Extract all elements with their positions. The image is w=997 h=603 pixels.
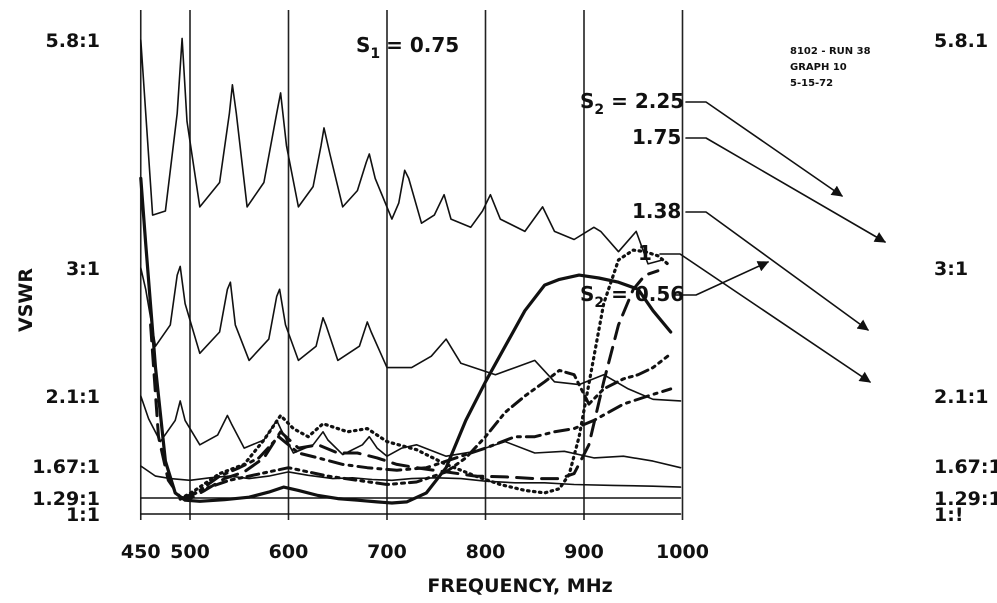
leader-arrow-1 [685,101,843,197]
series-label-2: 1.75 [632,125,681,149]
x-tick-900: 900 [564,541,604,563]
x-tick-450: 450 [121,541,161,563]
run-annotation-line-2: GRAPH 10 [790,62,847,73]
run-annotation-line-3: 5-15-72 [790,78,833,89]
leader-arrow-5 [675,261,770,296]
baseline-3-curve [140,265,682,402]
leader-arrow-3 [685,211,869,331]
x-tick-600: 600 [269,541,309,563]
left-y-tick-2: 3:1 [66,258,100,280]
series-label-4: 1 [638,241,652,265]
x-tick-800: 800 [466,541,506,563]
series-labels: S2 = 2.25 1.75 1.38 1 S2 = 0.56 [580,89,684,311]
leader-arrow-2 [685,137,886,243]
x-axis-label: FREQUENCY, MHz [427,575,612,597]
baseline-2-1-curve [140,395,682,469]
leader-arrow-4 [659,253,871,383]
series-label-1: S2 = 2.25 [580,89,684,118]
run-annotation-line-1: 8102 - RUN 38 [790,46,871,57]
s1-subscript: 1 [370,46,380,62]
right-y-tick-6: 1:! [934,504,963,526]
series-curves [139,176,673,505]
series-curve-5 [139,176,673,505]
left-y-tick-1: 5.8:1 [46,30,100,52]
x-tick-500: 500 [170,541,210,563]
baseline-5-8-curve [140,37,664,265]
y-axis-label: VSWR [15,268,37,332]
left-y-tick-labels: 5.8:1 3:1 2.1:1 1.67:1 1.29:11:1 [32,30,100,526]
series-curve-3 [180,387,673,501]
left-y-tick-6: 1:1 [66,504,100,526]
right-y-tick-5: 1.29:1 [934,488,997,510]
right-y-tick-3: 2.1:1 [934,386,988,408]
right-y-tick-2: 3:1 [934,258,968,280]
right-y-tick-4: 1.67:1 [934,456,997,478]
x-tick-labels: 450 500 600 700 800 900 1000 [121,541,709,563]
right-y-tick-labels: 5.8.1 3:1 2.1:1 1.67:1 1.29:11:! [934,30,997,526]
x-tick-700: 700 [367,541,407,563]
x-tick-1000: 1000 [656,541,709,563]
left-y-tick-3: 2.1:1 [46,386,100,408]
series-curve-4 [183,354,670,501]
leader-arrows [659,101,886,383]
grid [139,10,684,520]
series-label-3: 1.38 [632,199,681,223]
right-y-tick-1: 5.8.1 [934,30,988,52]
s1-label: S1 = 0.75 [356,33,459,62]
left-y-tick-4: 1.67:1 [32,456,100,478]
series-label-5: S2 = 0.56 [580,282,684,311]
s1-symbol: S [356,33,370,57]
baseline-1-67-curve [140,465,682,488]
left-y-tick-5: 1.29:1 [32,488,100,510]
series-curve-2 [149,269,660,501]
s1-value: = 0.75 [386,33,459,57]
